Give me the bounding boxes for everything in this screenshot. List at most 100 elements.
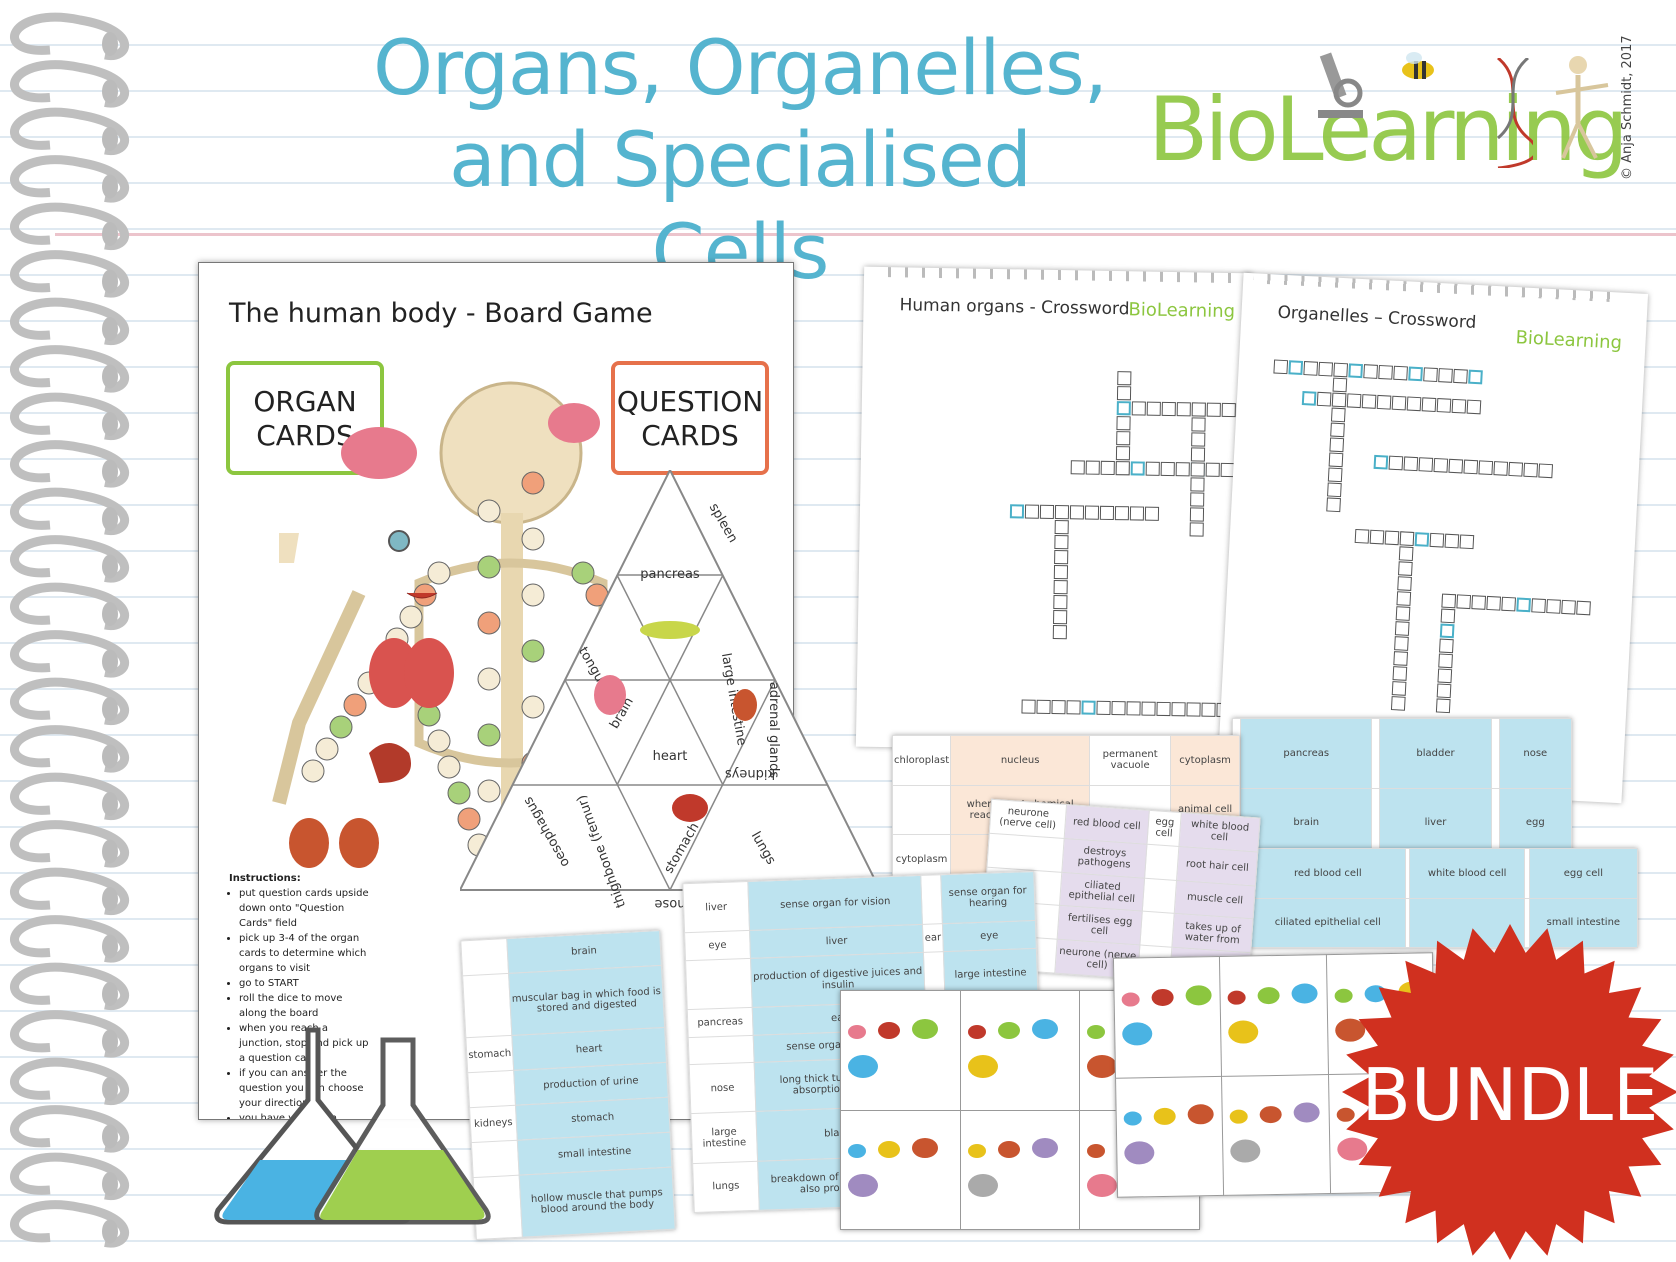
match-card[interactable]: cytoplasm (1170, 735, 1240, 786)
crossword-cell[interactable] (1053, 565, 1069, 580)
crossword-cell[interactable] (1116, 401, 1131, 416)
match-card[interactable]: red blood cell (1250, 848, 1406, 899)
match-card[interactable]: destroys pathogens (1061, 838, 1148, 878)
crossword-cell[interactable] (1398, 561, 1413, 576)
crossword-cell[interactable] (1052, 624, 1067, 640)
crossword-cell[interactable] (1444, 533, 1460, 549)
match-card[interactable] (688, 1035, 755, 1065)
match-card[interactable] (460, 938, 509, 976)
crossword-cell[interactable] (1009, 504, 1025, 519)
crossword-cell[interactable] (1423, 367, 1438, 383)
crossword-cell[interactable] (1327, 482, 1342, 498)
crossword-cell[interactable] (1348, 363, 1364, 379)
crossword-cell[interactable] (1117, 371, 1132, 386)
crossword-cell[interactable] (1051, 699, 1066, 715)
crossword-cell[interactable] (1478, 460, 1494, 476)
match-card[interactable]: egg cell (1147, 810, 1182, 847)
match-card[interactable]: ciliated epithelial cell (1250, 897, 1406, 948)
crossword-cell[interactable] (1438, 368, 1453, 383)
crossword-cell[interactable] (1206, 402, 1221, 417)
crossword-cell[interactable] (1546, 599, 1561, 614)
crossword-cell[interactable] (1453, 368, 1468, 384)
match-card[interactable] (1524, 897, 1530, 948)
crossword-cell[interactable] (1486, 595, 1502, 611)
crossword-cell[interactable] (1081, 700, 1096, 715)
crossword-cell[interactable] (1378, 364, 1393, 380)
crossword-cell[interactable] (1393, 651, 1409, 666)
picture-card[interactable] (840, 1109, 961, 1230)
crossword-cell[interactable] (1131, 401, 1146, 416)
crossword-cell[interactable] (1388, 455, 1404, 471)
match-card[interactable]: fertilises egg cell (1057, 905, 1143, 946)
picture-card[interactable] (1115, 1075, 1224, 1198)
crossword-cell[interactable] (1176, 402, 1191, 417)
crossword-cell[interactable] (1421, 397, 1437, 412)
crossword-cell[interactable] (1053, 580, 1068, 595)
crossword-cell[interactable] (1332, 377, 1348, 393)
crossword-cell[interactable] (1191, 417, 1206, 432)
match-card[interactable]: red blood cell (1064, 804, 1150, 845)
crossword-cell[interactable] (1301, 390, 1317, 406)
match-card[interactable]: ciliated epithelial cell (1059, 871, 1145, 912)
match-card[interactable]: pancreas (1240, 718, 1373, 789)
crossword-cell[interactable] (1053, 595, 1068, 610)
crossword-cell[interactable] (1114, 506, 1130, 521)
crossword-cell[interactable] (1141, 701, 1156, 716)
crossword-cell[interactable] (1399, 531, 1415, 547)
crossword-cell[interactable] (1053, 610, 1068, 625)
match-card[interactable]: sense organ for vision (747, 875, 923, 931)
crossword-cell[interactable] (1576, 600, 1591, 616)
match-card[interactable] (1371, 718, 1381, 789)
crossword-cell[interactable] (1156, 701, 1171, 717)
crossword-cell[interactable] (1395, 606, 1411, 621)
match-card[interactable]: liver (682, 881, 750, 933)
crossword-cell[interactable] (1171, 702, 1186, 717)
match-card[interactable]: sense organ for hearing (940, 871, 1036, 924)
crossword-cell[interactable] (1066, 700, 1081, 715)
crossword-cell[interactable] (1024, 504, 1040, 519)
picture-card[interactable] (959, 1109, 1081, 1230)
crossword-cell[interactable] (1418, 457, 1434, 472)
crossword-cell[interactable] (1327, 467, 1343, 483)
crossword-cell[interactable] (1538, 463, 1554, 479)
match-card[interactable]: bladder (1379, 718, 1492, 789)
crossword-cell[interactable] (1190, 462, 1205, 477)
match-card[interactable]: eye (684, 930, 751, 961)
crossword-cell[interactable] (1145, 461, 1160, 476)
crossword-cell[interactable] (1459, 534, 1475, 550)
crossword-cell[interactable] (1438, 653, 1453, 669)
crossword-cell[interactable] (1116, 416, 1131, 431)
crossword-cell[interactable] (1414, 532, 1430, 547)
crossword-cell[interactable] (1437, 668, 1453, 684)
match-card[interactable]: white blood cell (1179, 812, 1261, 852)
crossword-cell[interactable] (1493, 461, 1509, 476)
crossword-cell[interactable] (1376, 394, 1392, 410)
crossword-cell[interactable] (1398, 546, 1414, 561)
crossword-cell[interactable] (1189, 507, 1205, 522)
crossword-cell[interactable] (1039, 504, 1055, 519)
match-card[interactable] (891, 784, 952, 836)
crossword-cell[interactable] (1116, 431, 1131, 446)
crossword-cell[interactable] (1501, 596, 1517, 612)
crossword-cell[interactable] (1508, 461, 1524, 477)
match-card[interactable] (1140, 911, 1175, 948)
crossword-cell[interactable] (1369, 529, 1385, 545)
crossword-cell[interactable] (1439, 638, 1454, 654)
crossword-cell[interactable] (1436, 398, 1452, 413)
crossword-cell[interactable] (1054, 520, 1069, 535)
match-card[interactable]: hollow muscle that pumps blood around th… (519, 1166, 676, 1238)
match-card[interactable] (987, 833, 1065, 872)
match-card[interactable]: muscular bag in which food is stored and… (508, 965, 665, 1036)
crossword-cell[interactable] (1318, 361, 1334, 377)
match-card[interactable]: neurone (nerve cell) (989, 799, 1067, 839)
crossword-cell[interactable] (1054, 505, 1070, 520)
crossword-cell[interactable] (1175, 462, 1190, 477)
crossword-cell[interactable] (1096, 700, 1111, 716)
crossword-cell[interactable] (1373, 454, 1389, 470)
crossword-cell[interactable] (1160, 461, 1175, 477)
match-card[interactable] (1144, 844, 1180, 881)
crossword-cell[interactable] (1523, 462, 1539, 478)
crossword-cell[interactable] (1329, 437, 1345, 453)
crossword-cell[interactable] (1392, 666, 1408, 681)
crossword-cell[interactable] (1394, 636, 1409, 651)
